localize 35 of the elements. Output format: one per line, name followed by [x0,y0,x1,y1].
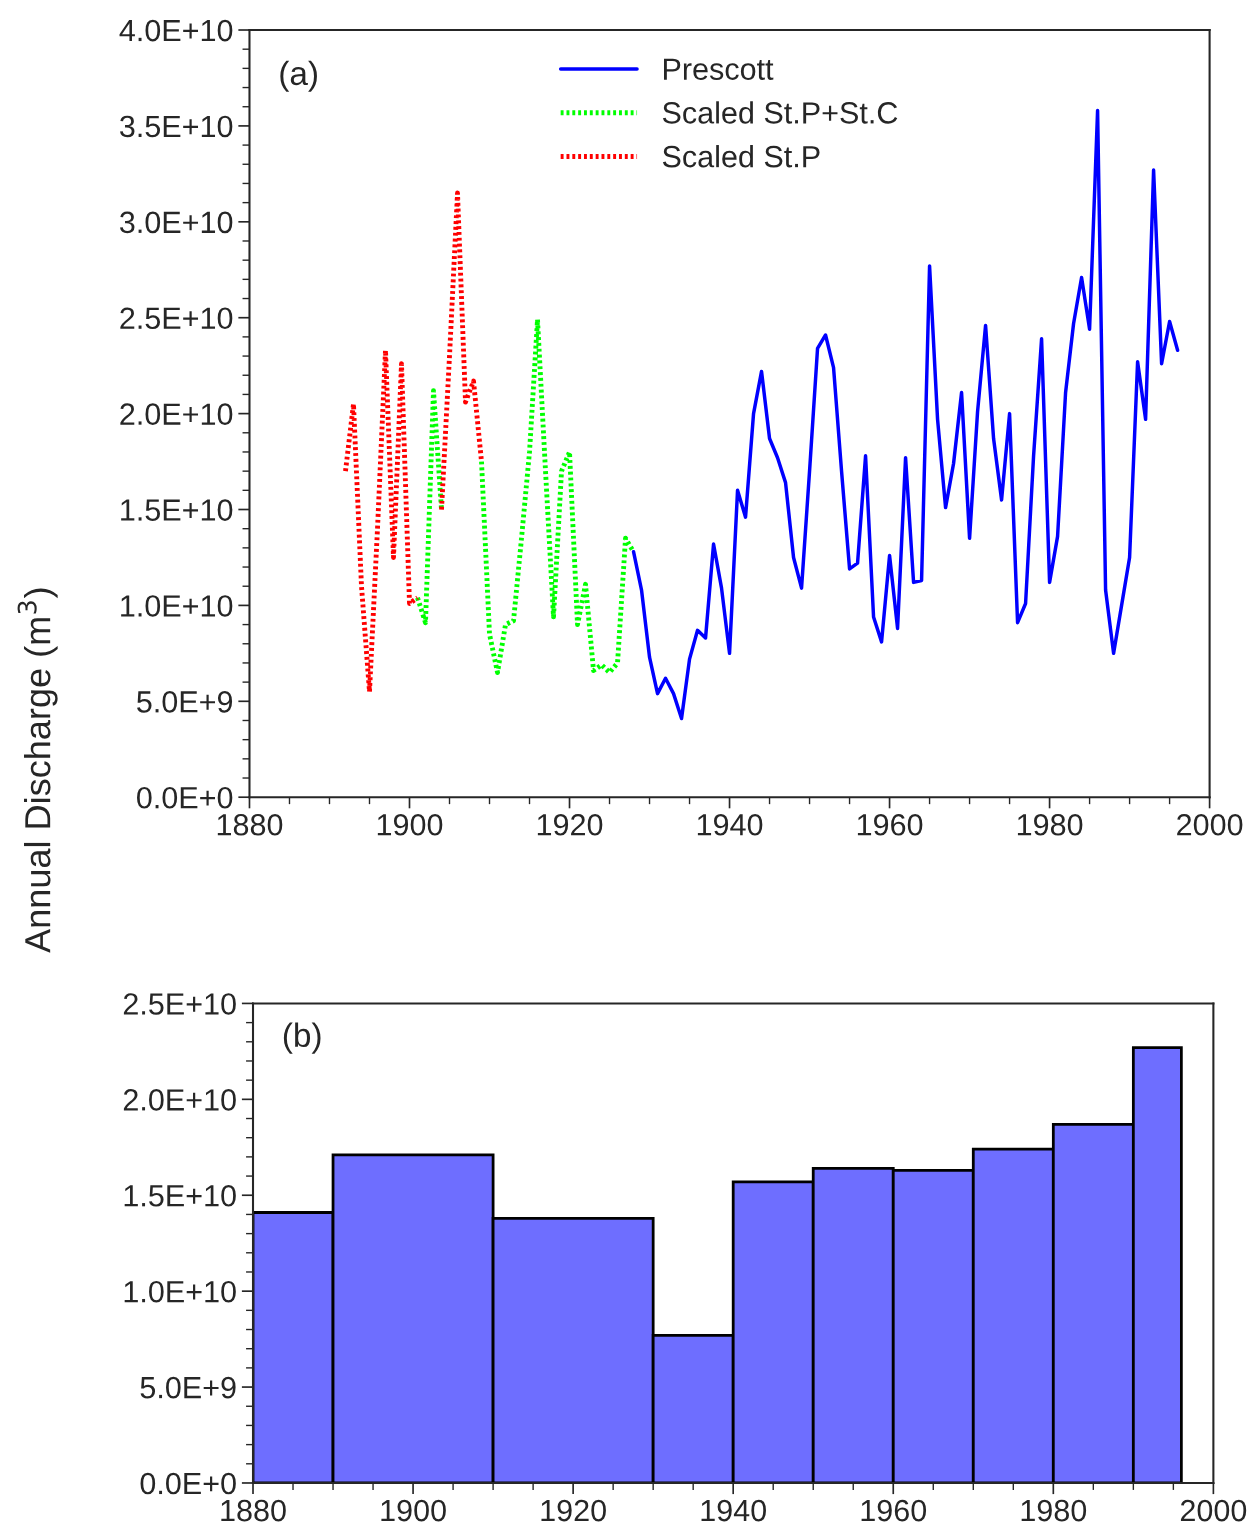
y-tick-label: 3.0E+10 [119,211,233,234]
y-tick-label: 0.0E+0 [140,1472,236,1495]
x-tick-label: 1920 [537,813,603,836]
x-tick-label: 1980 [1021,1499,1087,1522]
x-tick-label: 1880 [217,813,283,836]
legend-label: Scaled St.P [662,145,820,168]
x-tick-label: 1940 [701,1499,766,1522]
y-tick-label: 0.0E+0 [137,786,233,809]
y-tick-label: 1.0E+10 [121,595,233,617]
x-tick-label: 1900 [377,813,443,836]
y-tick-label: 2.5E+10 [123,993,236,1015]
x-tick-label: 1900 [381,1499,446,1522]
x-tick-label: 2000 [1180,1499,1247,1522]
legend-label: Prescott [664,58,774,80]
y-axis-title: Annual Discharge (m$^{3}$) [17,588,58,953]
legend-label: Scaled St.P+St.C [662,101,898,124]
y-tick-label: 2.0E+10 [123,1089,236,1111]
y-tick-label: 2.0E+10 [120,403,233,425]
x-tick-label: 1880 [221,1499,286,1522]
x-tick-label: 1920 [541,1499,606,1522]
x-tick-label: 1960 [861,1499,927,1522]
annotation: (b) [283,1022,321,1054]
annotation: (a) [280,60,317,92]
x-tick-label: 2000 [1177,813,1243,836]
y-tick-label: 4.0E+10 [119,19,233,42]
y-tick-label: 2.5E+10 [120,307,233,330]
x-tick-label: 1980 [1017,813,1083,836]
y-tick-label: 1.0E+10 [124,1280,236,1303]
x-tick-label: 1940 [697,813,763,836]
y-tick-label: 3.5E+10 [119,115,233,138]
y-tick-label: 5.0E+9 [137,691,233,713]
y-tick-label: 1.5E+10 [124,1184,236,1207]
y-tick-label: 1.5E+10 [121,499,233,521]
x-tick-label: 1960 [857,813,923,836]
y-tick-label: 5.0E+9 [140,1376,236,1399]
